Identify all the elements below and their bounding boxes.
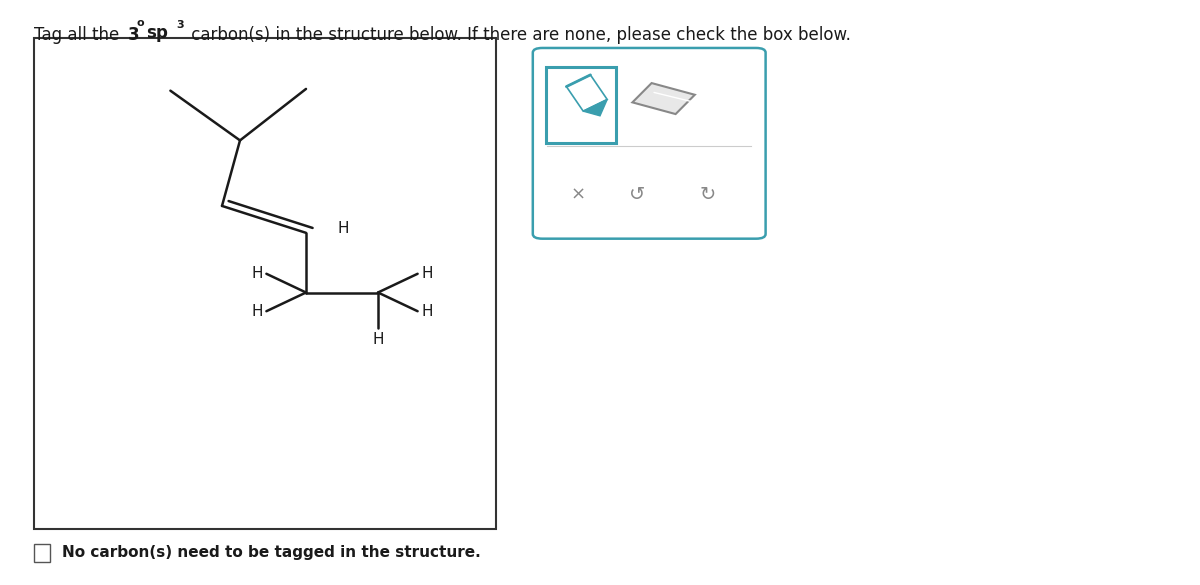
Text: $\bf{o}$: $\bf{o}$ [136, 18, 145, 27]
Text: ↺: ↺ [629, 185, 646, 204]
FancyBboxPatch shape [533, 48, 766, 239]
Polygon shape [583, 99, 607, 116]
Text: H: H [251, 266, 263, 281]
Text: H: H [337, 221, 349, 236]
Polygon shape [566, 75, 607, 111]
Text: H: H [372, 332, 384, 347]
Text: $\bf{sp}$: $\bf{sp}$ [146, 26, 169, 44]
Text: H: H [251, 304, 263, 319]
Text: H: H [421, 304, 433, 319]
Text: ↻: ↻ [700, 185, 716, 204]
Bar [546, 67, 616, 143]
Text: carbon(s) in the structure below. If there are none, please check the box below.: carbon(s) in the structure below. If the… [186, 26, 851, 44]
Bar [34, 544, 50, 562]
Text: H: H [421, 266, 433, 281]
Text: ×: × [571, 185, 586, 203]
Bar [34, 38, 496, 529]
Text: Tag all the: Tag all the [34, 26, 124, 44]
Text: $\bf{3}$: $\bf{3}$ [127, 26, 139, 44]
Text: No carbon(s) need to be tagged in the structure.: No carbon(s) need to be tagged in the st… [62, 545, 481, 560]
Polygon shape [632, 83, 695, 114]
Text: $\bf{3}$: $\bf{3}$ [176, 18, 185, 30]
